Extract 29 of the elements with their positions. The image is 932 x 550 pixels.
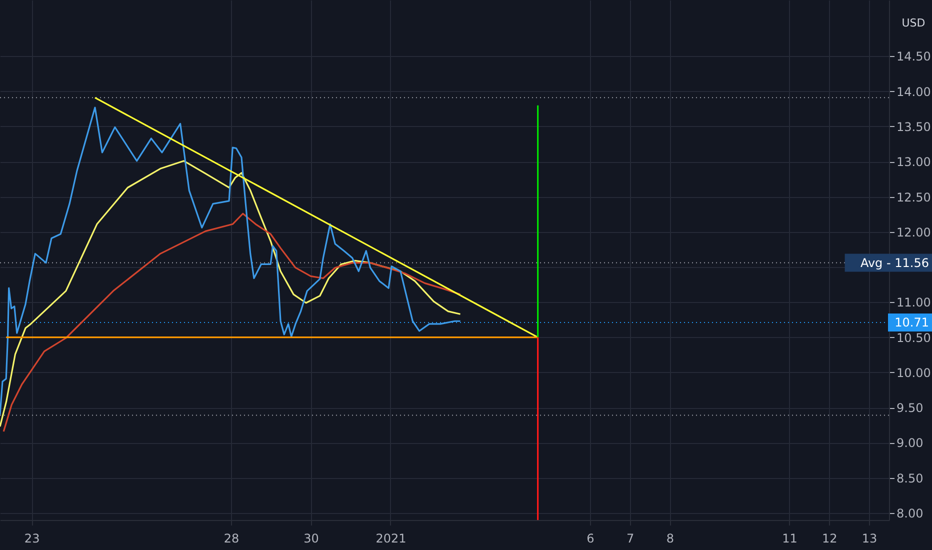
ref-line-label: 10.71 bbox=[894, 316, 929, 330]
x-tick-label: 28 bbox=[224, 532, 240, 546]
y-tick-label: 14.50 bbox=[896, 50, 931, 64]
y-tick-label: 10.00 bbox=[896, 366, 931, 380]
x-tick-label: 13 bbox=[862, 532, 878, 546]
y-tick-label: 12.50 bbox=[896, 190, 931, 204]
y-tick-label: 13.50 bbox=[896, 120, 931, 134]
x-tick-label: 6 bbox=[586, 532, 594, 546]
y-tick-label: 8.00 bbox=[896, 506, 924, 520]
x-tick-label: 11 bbox=[782, 532, 798, 546]
y-tick-label: 9.50 bbox=[896, 401, 924, 416]
ref-line-label: Avg - 11.56 bbox=[860, 256, 929, 270]
y-tick-label: 14.00 bbox=[896, 84, 931, 99]
y-tick-label: 10.50 bbox=[896, 330, 931, 345]
y-axis-title: USD bbox=[902, 16, 926, 30]
x-tick-label: 23 bbox=[24, 532, 40, 546]
line-series bbox=[0, 160, 462, 428]
line-series bbox=[0, 106, 462, 416]
x-tick-label: 30 bbox=[304, 532, 319, 546]
y-tick-label: 9.00 bbox=[896, 436, 924, 450]
x-tick-label: 7 bbox=[626, 532, 634, 546]
y-tick-label: 12.00 bbox=[896, 225, 931, 240]
y-tick-label: 13.00 bbox=[896, 155, 931, 170]
y-tick-label: 8.50 bbox=[896, 471, 924, 486]
x-tick-label: 12 bbox=[822, 532, 838, 546]
x-tick-label: 2021 bbox=[376, 532, 406, 546]
y-tick-label: 11.00 bbox=[896, 296, 931, 310]
x-tick-label: 8 bbox=[666, 532, 674, 546]
line-series bbox=[2, 212, 462, 432]
